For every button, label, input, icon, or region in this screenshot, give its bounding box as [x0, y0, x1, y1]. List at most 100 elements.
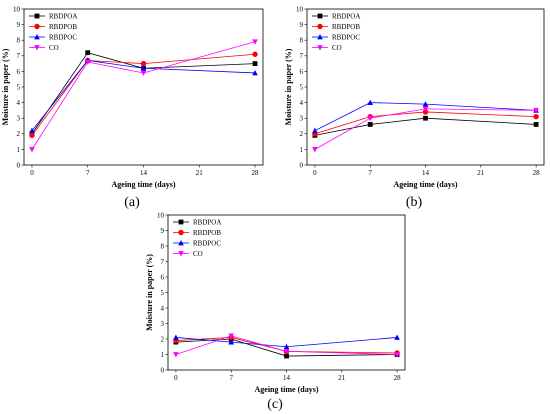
legend: RBDPOA RBDPOB RBDPOC CO: [312, 13, 360, 52]
series-line-co: [175, 335, 398, 355]
chart-panel-c: 0 1 2 3 4 5 6 7 8 9 10 0 7 14 21 28 Ageing time (days) Mo…: [145, 211, 406, 412]
y-tick-label: 6: [17, 68, 21, 76]
x-tick-label: 14: [422, 169, 430, 177]
y-tick-label: 10: [296, 5, 304, 13]
legend-label: RBDPOA: [332, 13, 360, 21]
y-tick-label: 3: [17, 115, 21, 123]
data-point-co: [312, 147, 318, 153]
y-axis-label: Moisture in paper (%): [1, 48, 10, 125]
legend-label: CO: [49, 44, 59, 52]
plot-frame: [23, 8, 264, 166]
y-tick-label: 8: [300, 37, 304, 45]
series-line-rbdpob: [31, 53, 256, 136]
data-point-co: [533, 108, 539, 114]
series-line-co: [31, 41, 256, 150]
legend-label: CO: [193, 250, 203, 258]
y-tick-label: 6: [161, 273, 165, 281]
legend: RBDPOA RBDPOB RBDPOC CO: [29, 13, 77, 52]
data-point-rbdpoc: [312, 127, 318, 134]
series-line-rbdpoc: [31, 60, 256, 131]
x-tick-label: 21: [338, 374, 346, 382]
y-tick-label: 2: [300, 130, 304, 138]
data-point-rbdpoc: [252, 69, 258, 76]
series-line-rbdpob: [314, 111, 537, 135]
data-point-co: [394, 352, 400, 358]
x-tick-label: 28: [533, 169, 541, 177]
x-axis-label: Ageing time (days): [394, 180, 458, 189]
legend-marker: [178, 251, 184, 257]
data-point-co: [140, 70, 147, 76]
data-point-rbdpoc: [394, 334, 400, 340]
series-line-rbdpoc: [314, 102, 537, 132]
y-tick-label: 7: [17, 52, 21, 60]
data-point-rbdpoa: [423, 115, 428, 121]
legend-marker: [317, 45, 323, 51]
data-point-co: [29, 147, 35, 153]
chart-panel-a: 0 1 2 3 4 5 6 7 8 9 10 0 7 14 21 28 Ageing time (days) Mo…: [1, 5, 264, 210]
data-point-co: [252, 39, 258, 45]
data-point-rbdpob: [140, 60, 147, 67]
x-axis-label: Ageing time (days): [112, 180, 176, 189]
data-point-co: [367, 115, 373, 122]
data-point-rbdpoc: [283, 343, 290, 350]
legend-marker: [34, 34, 40, 40]
data-point-rbdpob: [422, 109, 429, 115]
y-tick-label: 10: [13, 5, 21, 13]
legend-label: RBDPOB: [193, 229, 221, 237]
y-tick-label: 1: [17, 146, 21, 154]
legend-label: RBDPOB: [49, 23, 77, 31]
y-tick-label: 7: [161, 258, 165, 266]
data-point-rbdpoa: [85, 50, 91, 56]
y-tick-label: 7: [300, 52, 304, 60]
x-tick-label: 28: [252, 169, 260, 177]
legend-marker: [178, 229, 184, 236]
x-tick-label: 14: [283, 374, 291, 382]
x-tick-label: 0: [174, 374, 178, 382]
legend-marker: [178, 240, 184, 246]
chart-panel-b: 0 1 2 3 4 5 6 7 8 9 10 0 7 14 21 28 Ageing time (days) Mo…: [284, 5, 545, 210]
data-point-rbdpoc: [29, 127, 35, 134]
y-axis-label: Moisture in paper (%): [284, 48, 293, 125]
panel-label: (b): [406, 195, 423, 210]
x-tick-label: 7: [229, 374, 233, 382]
legend-label: RBDPOC: [49, 34, 77, 42]
legend-label: RBDPOC: [193, 240, 221, 248]
series-line-rbdpoa: [314, 117, 537, 136]
plot-frame: [306, 8, 545, 166]
y-tick-label: 9: [161, 227, 165, 235]
y-tick-label: 5: [300, 83, 304, 91]
data-point-rbdpoa: [252, 61, 258, 66]
y-tick-label: 9: [300, 21, 304, 29]
x-tick-label: 0: [30, 169, 34, 177]
y-tick-label: 0: [300, 161, 304, 169]
series-line-co: [314, 108, 537, 150]
y-tick-label: 1: [300, 146, 304, 154]
y-tick-label: 5: [161, 289, 165, 297]
y-tick-label: 0: [161, 366, 165, 374]
data-point-co: [228, 333, 234, 339]
data-point-rbdpoa: [284, 353, 289, 359]
data-point-rbdpob: [533, 113, 539, 120]
y-tick-label: 2: [161, 335, 165, 343]
series-line-rbdpoc: [175, 337, 398, 348]
legend-label: RBDPOB: [332, 23, 360, 31]
data-point-co: [283, 349, 290, 355]
legend-label: RBDPOA: [193, 219, 221, 227]
legend-label: RBDPOC: [332, 34, 360, 42]
data-point-rbdpoc: [140, 65, 147, 71]
data-point-rbdpoc: [228, 339, 234, 345]
y-tick-label: 6: [300, 68, 304, 76]
x-tick-label: 28: [394, 374, 402, 382]
x-tick-label: 21: [196, 169, 204, 177]
data-point-rbdpoc: [173, 334, 179, 340]
legend-marker: [34, 23, 40, 30]
legend-marker: [317, 23, 323, 30]
y-tick-label: 8: [161, 242, 165, 250]
y-tick-label: 4: [161, 304, 165, 312]
data-point-rbdpoa: [533, 122, 539, 127]
y-tick-label: 8: [17, 37, 21, 45]
y-tick-label: 3: [300, 115, 304, 123]
y-tick-label: 1: [161, 351, 165, 359]
x-tick-label: 21: [477, 169, 485, 177]
